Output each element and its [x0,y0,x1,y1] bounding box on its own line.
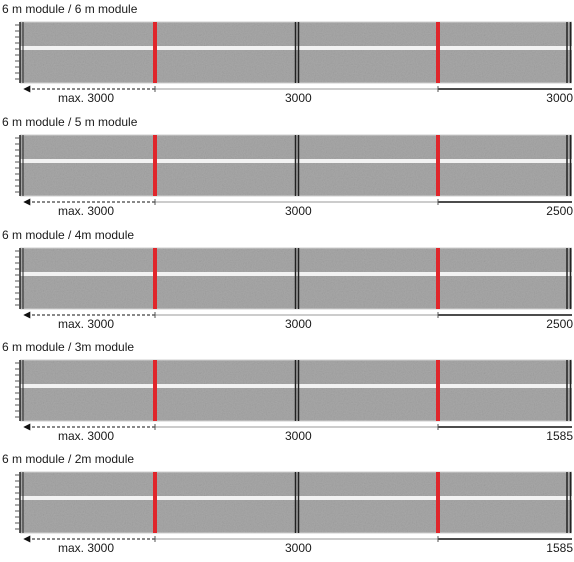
red-joint [153,135,157,196]
red-joint [153,472,157,533]
module-panel-5: 6 m module / 2m module max. 3000 3000 15… [0,450,574,562]
dimension-label-max: max. 3000 [58,204,115,218]
module-panel-2: 6 m module / 5 m module max. 3000 3000 2… [0,113,574,225]
dimension-label-right: 1585 [546,541,573,555]
track-diagram [15,359,572,431]
module-panel-3: 6 m module / 4m module max. 3000 3000 25… [0,226,574,338]
panel-title: 6 m module / 3m module [2,340,135,354]
dimension-label-max: max. 3000 [58,317,115,331]
dimension-label-right: 2500 [546,204,573,218]
module-panel-1: 6 m module / 6 m module max. 3000 3000 3… [0,0,574,112]
dimension-label-max: max. 3000 [58,541,115,555]
module-panel-4: 6 m module / 3m module max. 3000 3000 15… [0,338,574,450]
track-diagram [15,247,572,319]
panel-title: 6 m module / 5 m module [2,115,138,129]
dimension-label-middle: 3000 [285,317,312,331]
track-diagram [15,21,572,93]
dimension-label-middle: 3000 [285,429,312,443]
red-joint [153,248,157,309]
red-joint [436,135,440,196]
panel-title: 6 m module / 4m module [2,228,135,242]
dimension-label-middle: 3000 [285,541,312,555]
panel-title: 6 m module / 6 m module [2,2,138,16]
red-joint [153,22,157,83]
red-joint [153,360,157,421]
dimension-label-right: 2500 [546,317,573,331]
red-joint [436,360,440,421]
red-joint [436,472,440,533]
dimension-label-max: max. 3000 [58,91,115,105]
dimension-label-right: 3000 [546,91,573,105]
red-joint [436,248,440,309]
red-joint [436,22,440,83]
panel-title: 6 m module / 2m module [2,452,135,466]
dimension-label-middle: 3000 [285,204,312,218]
dimension-label-right: 1585 [546,429,573,443]
dimension-label-middle: 3000 [285,91,312,105]
dimension-label-max: max. 3000 [58,429,115,443]
track-diagram [15,134,572,206]
track-diagram [15,471,572,543]
